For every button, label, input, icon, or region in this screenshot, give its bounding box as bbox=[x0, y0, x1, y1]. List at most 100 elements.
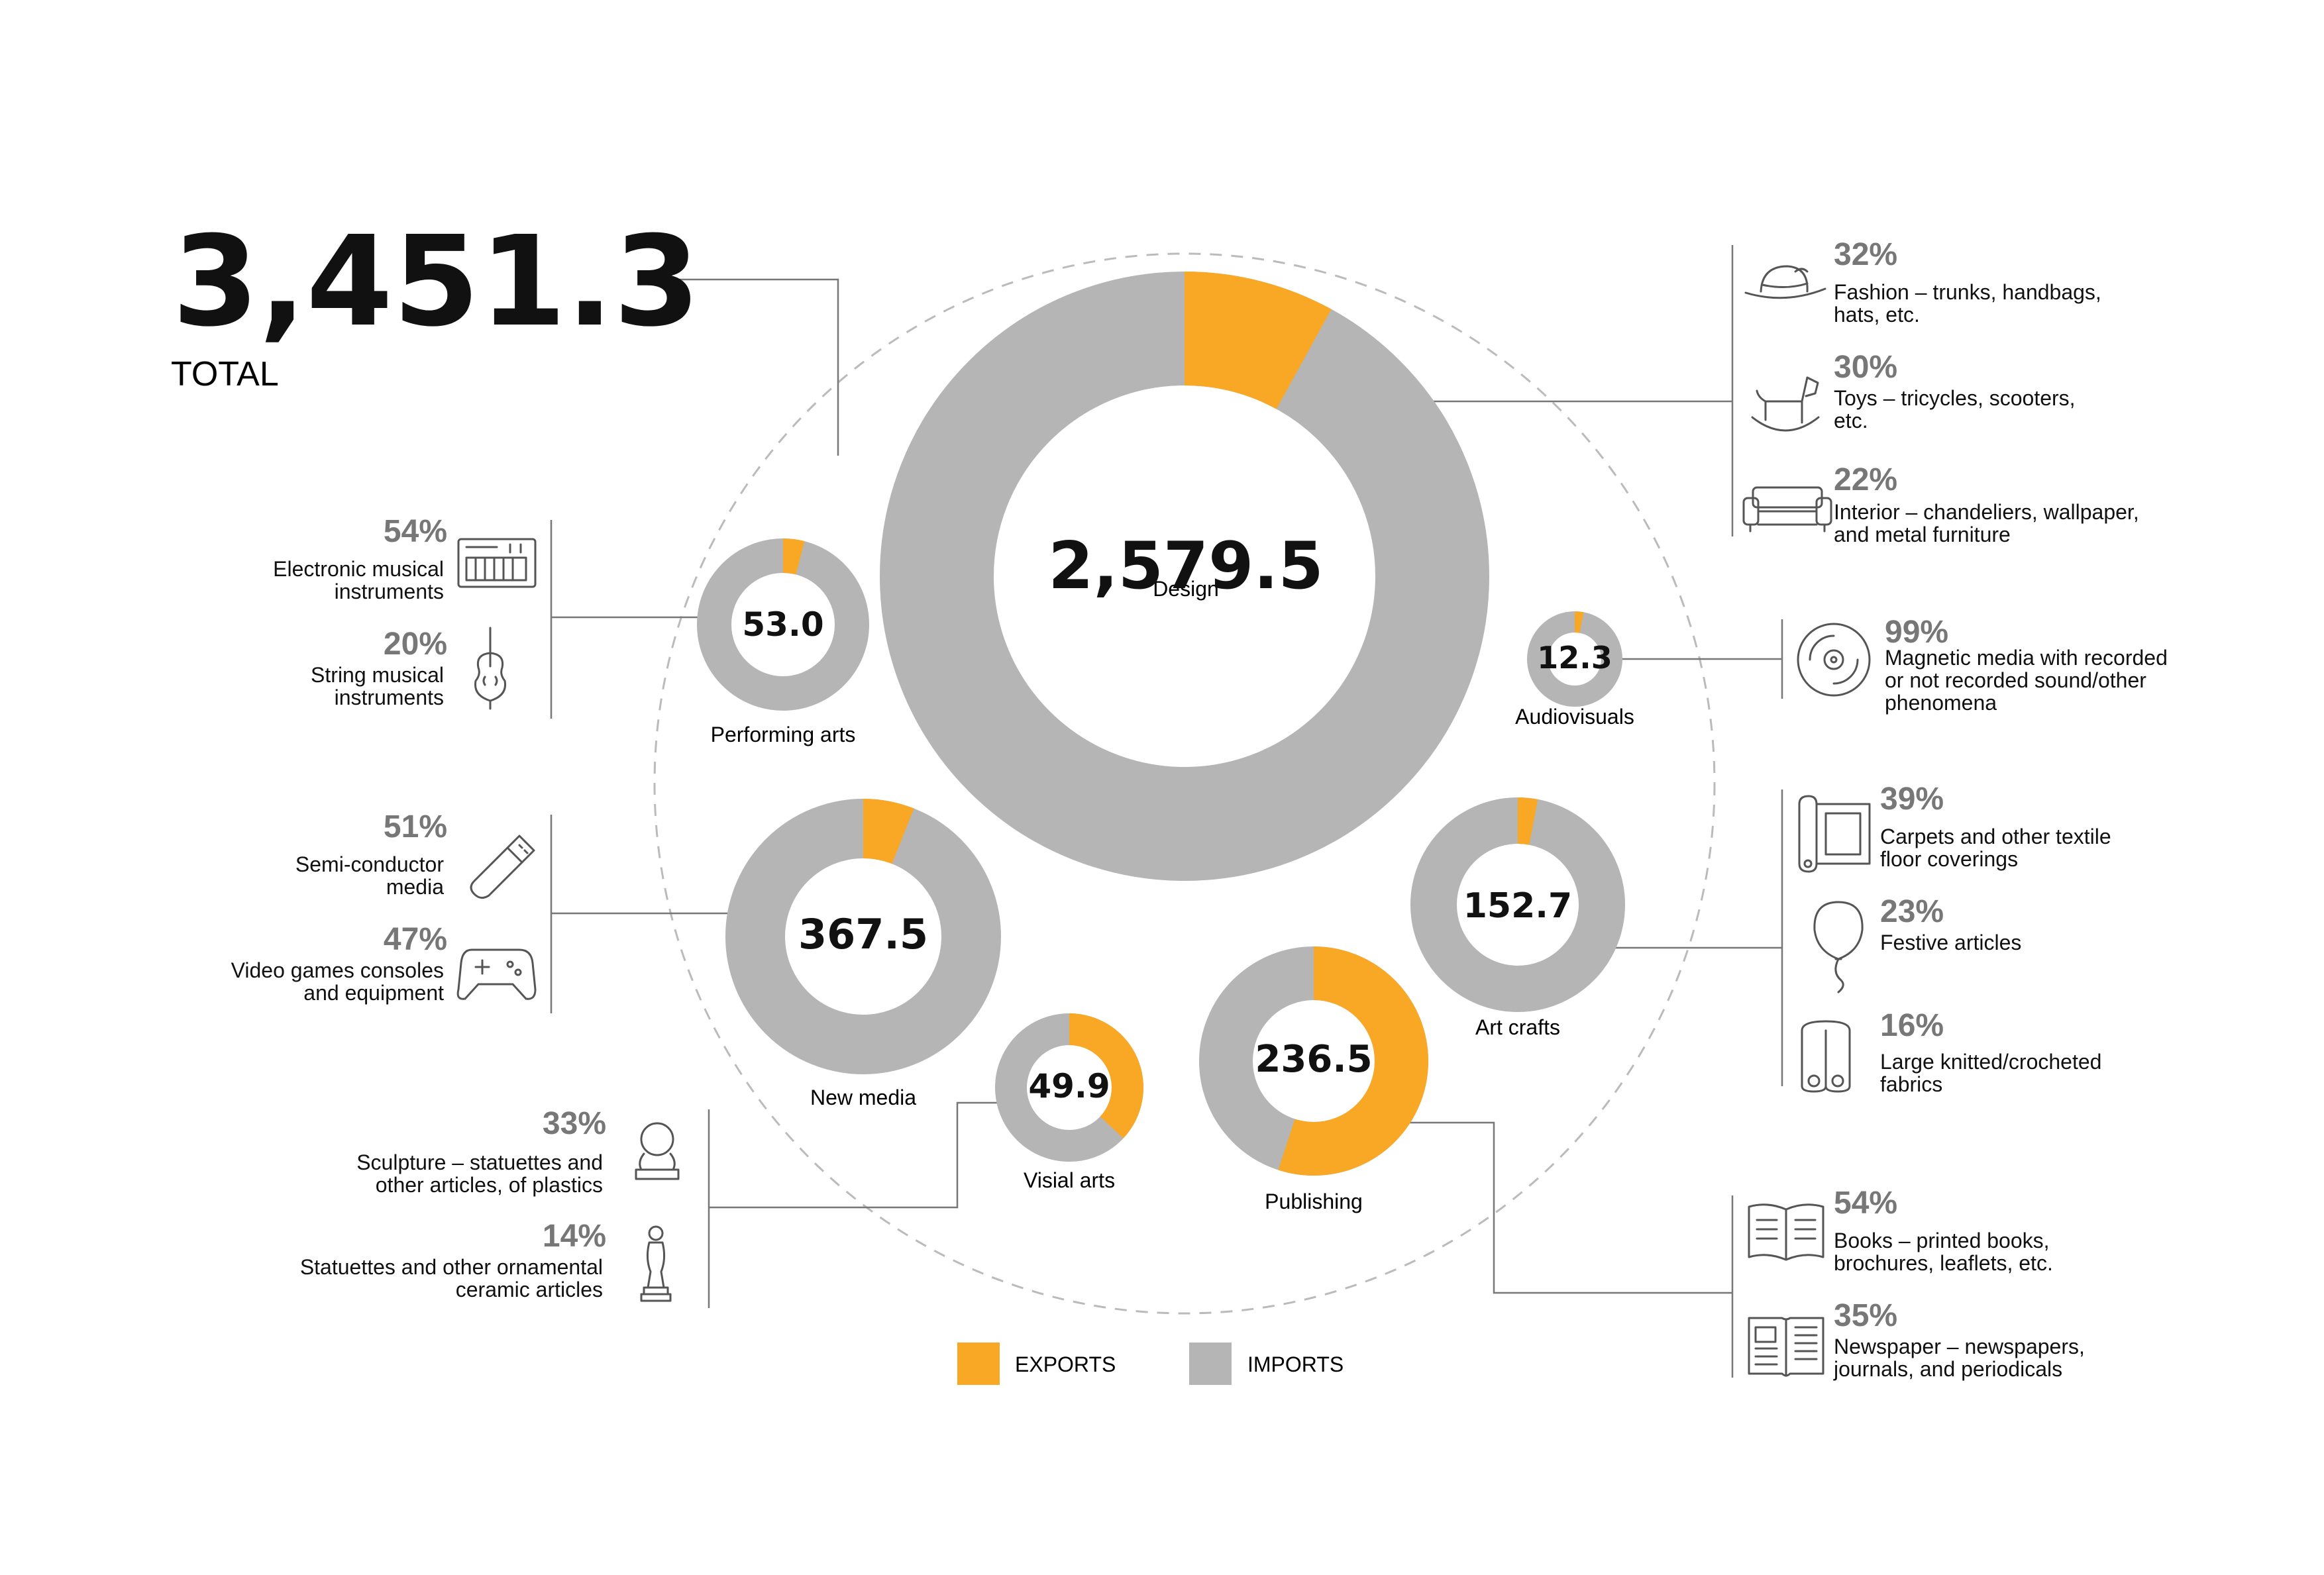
audiovisuals-value: 12.3 bbox=[1537, 640, 1612, 676]
carpets-label-1: Carpets and other textile bbox=[1880, 825, 2111, 848]
books-pct: 54% bbox=[1834, 1186, 1897, 1221]
magnetic-label-1: Magnetic media with recorded bbox=[1885, 646, 2168, 670]
publishing-exports-arc bbox=[1278, 946, 1428, 1176]
art-crafts-label: Art crafts bbox=[1475, 1015, 1560, 1039]
visual-arts-value: 49.9 bbox=[1028, 1067, 1110, 1105]
sculpture-pct: 33% bbox=[543, 1106, 606, 1141]
legend-imports-swatch bbox=[1189, 1343, 1232, 1385]
videogames-label-1: Video games consoles bbox=[231, 958, 444, 982]
bust-icon bbox=[635, 1122, 680, 1180]
carpet-icon bbox=[1798, 795, 1871, 873]
knitted-pct: 16% bbox=[1880, 1008, 1944, 1043]
electronic-label-1: Electronic musical bbox=[273, 557, 444, 581]
audiovisuals-label: Audiovisuals bbox=[1515, 705, 1634, 729]
videogames-label-2: and equipment bbox=[303, 981, 444, 1005]
design-exports-arc bbox=[1185, 272, 1332, 409]
art-crafts-breakdown: 39% Carpets and other textile floor cove… bbox=[1798, 782, 2111, 1096]
magnetic-pct: 99% bbox=[1885, 615, 1948, 650]
toys-label-1: Toys – tricycles, scooters, bbox=[1834, 386, 2076, 410]
visial-arts-exports-arc bbox=[1069, 1013, 1144, 1139]
ceramic-pct: 14% bbox=[543, 1219, 606, 1254]
publishing-breakdown: 54% Books – printed books, brochures, le… bbox=[1748, 1186, 2085, 1381]
audiovisuals-exports-arc bbox=[1575, 611, 1584, 633]
art-crafts-exports-arc bbox=[1518, 797, 1538, 845]
semiconductor-label-1: Semi-conductor bbox=[295, 852, 444, 876]
total-connector bbox=[653, 278, 839, 456]
donut-charts bbox=[697, 272, 1625, 1176]
publishing-value: 236.5 bbox=[1255, 1038, 1372, 1081]
design-label: Design bbox=[1153, 577, 1219, 601]
newspaper-icon bbox=[1748, 1317, 1824, 1377]
statuette-icon bbox=[640, 1225, 672, 1302]
sculpture-label-1: Sculpture – statuettes and bbox=[356, 1150, 603, 1174]
interior-pct: 22% bbox=[1834, 462, 1897, 497]
ceramic-label-2: ceramic articles bbox=[456, 1278, 603, 1301]
design-value: 2,579.5 bbox=[1048, 529, 1323, 604]
toys-label-2: etc. bbox=[1834, 409, 1868, 432]
fabric-rolls-icon bbox=[1801, 1020, 1851, 1093]
new-media-value: 367.5 bbox=[798, 910, 928, 958]
carpets-label-2: floor coverings bbox=[1880, 847, 2018, 871]
synthesizer-icon bbox=[457, 538, 537, 588]
books-label-2: brochures, leaflets, etc. bbox=[1834, 1251, 2053, 1275]
usb-stick-icon bbox=[470, 835, 535, 899]
string-label-1: String musical bbox=[311, 663, 444, 687]
sofa-icon bbox=[1742, 486, 1832, 533]
semiconductor-pct: 51% bbox=[384, 809, 447, 844]
electronic-pct: 54% bbox=[384, 514, 447, 549]
performing-arts-label: Performing arts bbox=[711, 723, 856, 746]
carpets-pct: 39% bbox=[1880, 782, 1944, 817]
hat-icon bbox=[1744, 265, 1826, 299]
performing-arts-value: 53.0 bbox=[742, 605, 823, 644]
newspaper-label-1: Newspaper – newspapers, bbox=[1834, 1335, 2085, 1358]
sculpture-label-2: other articles, of plastics bbox=[376, 1173, 603, 1197]
magnetic-label-2: or not recorded sound/other bbox=[1885, 668, 2146, 692]
performing-arts-breakdown: 54% Electronic musical instruments 20% S… bbox=[273, 514, 537, 710]
disc-icon bbox=[1797, 623, 1871, 697]
total-value: 3,451.3 bbox=[172, 209, 700, 354]
violin-icon bbox=[474, 627, 507, 710]
outer-dashed-circle bbox=[653, 252, 1716, 1315]
ceramic-label-1: Statuettes and other ornamental bbox=[300, 1255, 603, 1279]
festive-label-1: Festive articles bbox=[1880, 931, 2021, 954]
total-label: TOTAL bbox=[171, 355, 279, 393]
magnetic-label-3: phenomena bbox=[1885, 691, 1997, 715]
visual-arts-label: Visial arts bbox=[1024, 1168, 1115, 1192]
books-label-1: Books – printed books, bbox=[1834, 1229, 2050, 1252]
legend-imports-label: IMPORTS bbox=[1247, 1352, 1344, 1376]
publishing-connector bbox=[1388, 1121, 1732, 1294]
string-label-2: instruments bbox=[335, 686, 444, 709]
fashion-label-2: hats, etc. bbox=[1834, 303, 1920, 327]
interior-label-1: Interior – chandeliers, wallpaper, bbox=[1834, 500, 2139, 524]
newspaper-pct: 35% bbox=[1834, 1298, 1897, 1333]
visual-arts-breakdown: 33% Sculpture – statuettes and other art… bbox=[300, 1106, 680, 1302]
electronic-label-2: instruments bbox=[335, 580, 444, 603]
legend-exports-label: EXPORTS bbox=[1015, 1352, 1116, 1376]
string-pct: 20% bbox=[384, 627, 447, 662]
newspaper-label-2: journals, and periodicals bbox=[1833, 1357, 2062, 1381]
knitted-label-2: fabrics bbox=[1880, 1072, 1942, 1096]
semiconductor-label-2: media bbox=[386, 875, 444, 899]
publishing-label: Publishing bbox=[1265, 1190, 1363, 1213]
videogames-pct: 47% bbox=[384, 922, 447, 957]
knitted-label-1: Large knitted/crocheted bbox=[1880, 1050, 2101, 1074]
gamepad-icon bbox=[456, 948, 537, 1000]
performing-arts-exports-arc bbox=[783, 538, 805, 575]
toys-pct: 30% bbox=[1834, 350, 1897, 385]
audiovisuals-breakdown: 99% Magnetic media with recorded or not … bbox=[1797, 615, 2168, 715]
visualarts-connector bbox=[709, 1101, 1027, 1209]
design-breakdown: 32% Fashion – trunks, handbags, hats, et… bbox=[1742, 237, 2139, 546]
festive-pct: 23% bbox=[1880, 894, 1944, 929]
new-media-label: New media bbox=[810, 1086, 916, 1109]
rocking-horse-icon bbox=[1751, 376, 1820, 432]
new-media-exports-arc bbox=[863, 799, 914, 864]
new-media-breakdown: 51% Semi-conductor media 47% Video games… bbox=[231, 809, 537, 1005]
interior-label-2: and metal furniture bbox=[1834, 523, 2011, 546]
fashion-label-1: Fashion – trunks, handbags, bbox=[1834, 280, 2101, 304]
fashion-pct: 32% bbox=[1834, 237, 1897, 272]
book-icon bbox=[1748, 1203, 1824, 1261]
legend-exports-swatch bbox=[957, 1343, 1000, 1385]
art-crafts-value: 152.7 bbox=[1463, 886, 1572, 926]
balloon-icon bbox=[1813, 901, 1864, 993]
